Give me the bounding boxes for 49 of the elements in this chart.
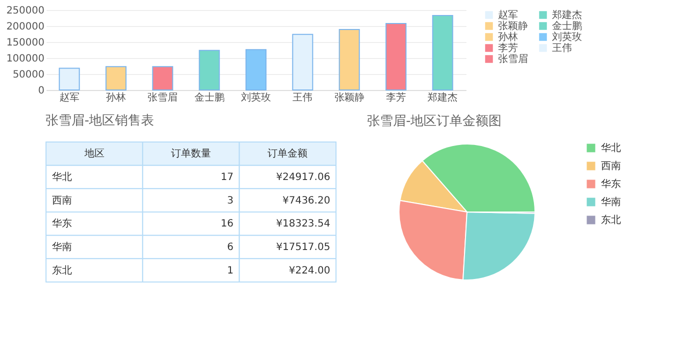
- legend-label: 西南: [601, 160, 621, 172]
- legend-label: 张雪眉: [498, 53, 528, 65]
- text: ¥7436.20: [282, 195, 330, 206]
- text: 1: [227, 265, 234, 276]
- x-tick-label: 孙林: [106, 92, 126, 104]
- text: 西南: [52, 194, 72, 206]
- y-tick-label: 100000: [6, 54, 44, 64]
- legend-label: 孙林: [498, 31, 518, 43]
- legend-label: 刘英玫: [552, 31, 582, 43]
- text: 16: [220, 218, 234, 230]
- x-tick-label: 金士鹏: [194, 92, 224, 104]
- text: 东北: [52, 264, 72, 276]
- x-tick-label: 张颖静: [334, 92, 364, 104]
- text: ¥18323.54: [276, 218, 330, 230]
- legend-label: 张颖静: [498, 20, 528, 32]
- legend-label: 王伟: [552, 42, 572, 54]
- legend-label: 李芳: [498, 42, 518, 54]
- legend-label: 华南: [601, 196, 621, 208]
- x-tick-label: 王伟: [292, 92, 313, 104]
- legend-label: 华东: [601, 178, 621, 190]
- y-tick-label: 150000: [6, 38, 44, 48]
- text: ¥224.00: [288, 265, 330, 276]
- text: ¥17517.05: [276, 242, 330, 253]
- text: 华东: [52, 218, 72, 230]
- x-tick-label: 郑建杰: [428, 92, 458, 104]
- y-tick-label: 200000: [6, 22, 44, 32]
- legend-label: 郑建杰: [552, 9, 582, 21]
- chart-title: 张雪眉-地区订单金额图: [367, 114, 502, 129]
- x-tick-label: 赵军: [59, 92, 80, 104]
- legend-label: 东北: [601, 214, 621, 226]
- legend-label: 华北: [601, 142, 621, 154]
- y-tick-label: 50000: [12, 70, 44, 80]
- text: 17: [220, 172, 234, 183]
- legend-label: 赵军: [498, 9, 518, 21]
- x-tick-label: 李芳: [386, 92, 406, 104]
- text: 华南: [52, 241, 72, 253]
- text: 张雪眉-地区销售表: [46, 114, 154, 128]
- legend-label: 金士鹏: [552, 20, 582, 32]
- y-tick-label: 250000: [6, 6, 44, 16]
- text: ¥24917.06: [276, 172, 330, 183]
- text: 华北: [52, 171, 72, 183]
- text: 3: [227, 195, 234, 206]
- x-tick-label: 刘英玫: [241, 92, 271, 104]
- text: 6: [227, 242, 234, 253]
- category-label: 订单金额: [268, 148, 308, 160]
- category-label: 订单数量: [171, 148, 211, 160]
- x-tick-label: 张雪眉: [148, 92, 178, 104]
- y-tick-label: 0: [38, 86, 44, 96]
- category-label: 地区: [83, 148, 104, 160]
